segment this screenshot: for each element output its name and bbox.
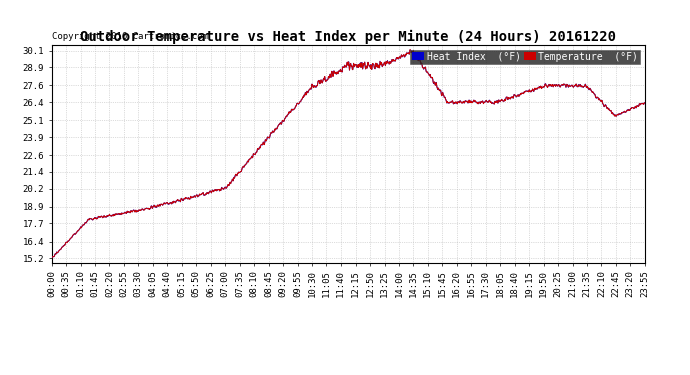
- Text: Copyright 2016 Cartronics.com: Copyright 2016 Cartronics.com: [52, 32, 208, 41]
- Legend: Heat Index  (°F), Temperature  (°F): Heat Index (°F), Temperature (°F): [411, 50, 640, 64]
- Title: Outdoor Temperature vs Heat Index per Minute (24 Hours) 20161220: Outdoor Temperature vs Heat Index per Mi…: [81, 30, 616, 44]
